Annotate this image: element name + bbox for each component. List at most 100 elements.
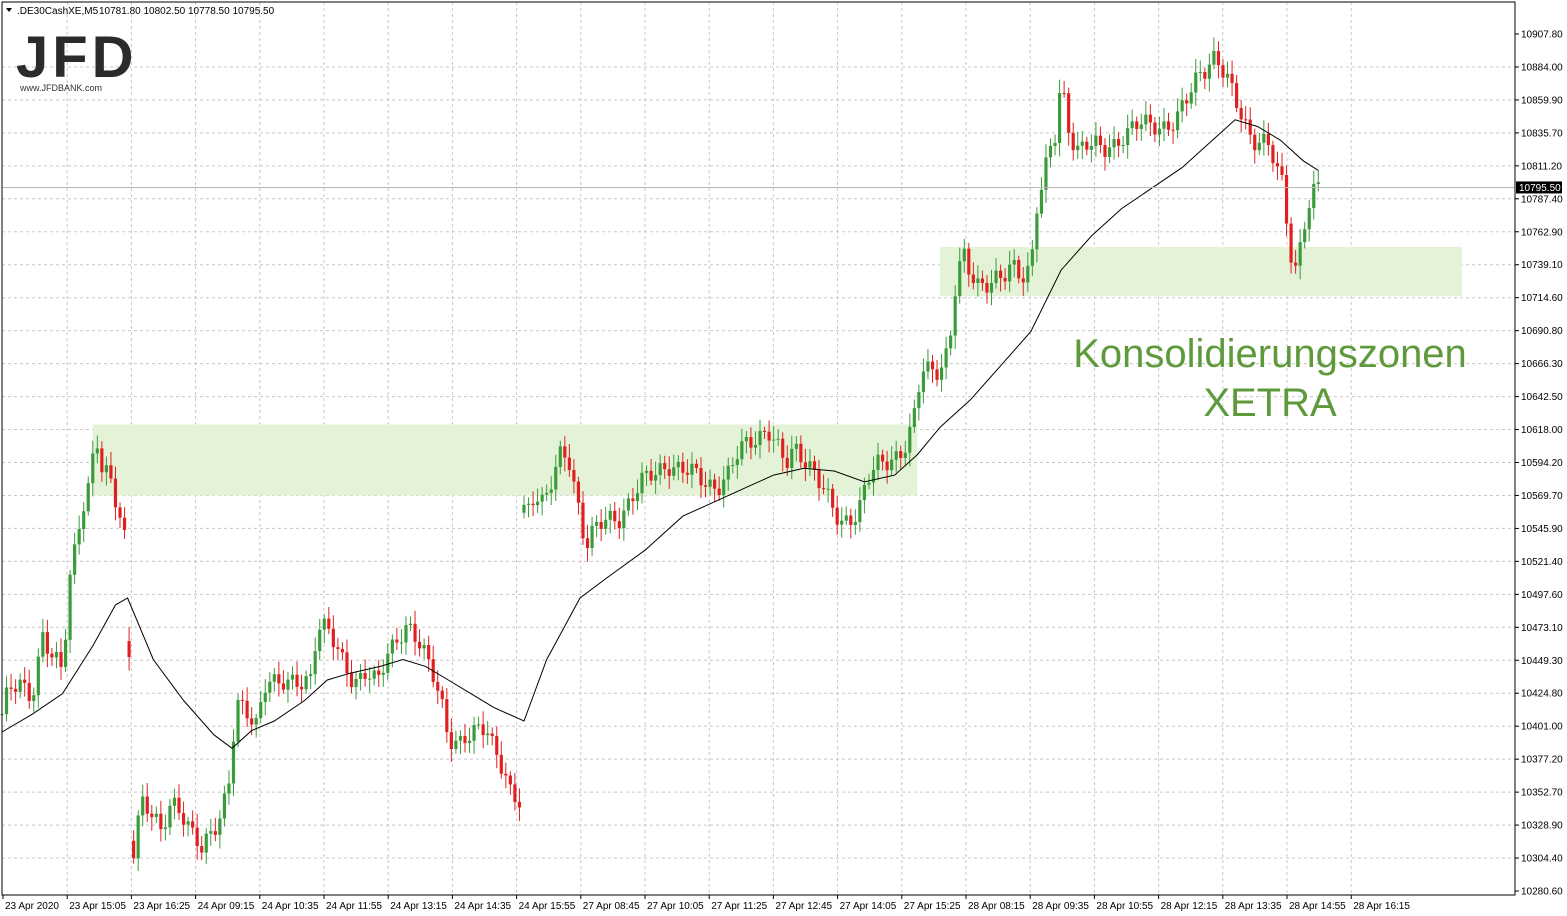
candle — [1289, 217, 1293, 274]
candle — [390, 634, 394, 668]
time-axis: 23 Apr 2020 23 Apr 15:05 23 Apr 16:25 24 Ap… — [2, 895, 1410, 912]
candle — [613, 502, 617, 530]
candle — [885, 450, 889, 484]
x-tick-label: 24 Apr 14:35 — [454, 901, 511, 912]
candle — [41, 618, 45, 663]
candle — [599, 509, 603, 542]
candle — [831, 483, 835, 517]
candle — [304, 670, 308, 694]
candle — [1026, 252, 1030, 292]
candle — [172, 788, 177, 820]
candle — [812, 455, 817, 481]
candle — [1280, 152, 1284, 181]
x-tick-label: 24 Apr 13:15 — [390, 901, 447, 912]
y-tick-label: 10714.60 — [1521, 293, 1563, 304]
candle — [1017, 255, 1021, 284]
candle — [1303, 221, 1307, 249]
candle — [1225, 61, 1230, 88]
y-tick-label: 10787.40 — [1521, 194, 1563, 205]
y-tick-label: 10521.40 — [1521, 557, 1563, 568]
candle — [749, 427, 753, 460]
candle — [976, 265, 980, 297]
y-tick-label: 10739.10 — [1521, 260, 1563, 271]
candle — [290, 666, 295, 690]
candle — [145, 783, 149, 823]
x-tick-label: 28 Apr 16:15 — [1353, 901, 1410, 912]
candle — [994, 258, 998, 289]
candle — [590, 516, 594, 556]
y-tick-label: 10545.90 — [1521, 524, 1563, 535]
candle — [635, 479, 640, 511]
candle — [1035, 207, 1039, 263]
candle — [1235, 74, 1239, 113]
candle — [1071, 122, 1075, 161]
candle — [1180, 87, 1184, 123]
y-tick-label: 10811.20 — [1521, 161, 1562, 172]
candle — [581, 491, 585, 545]
candle — [309, 664, 313, 690]
candle — [104, 456, 108, 486]
candle — [1094, 122, 1098, 157]
candle — [644, 465, 649, 486]
candle — [953, 285, 957, 350]
candle — [545, 484, 549, 501]
candle — [1135, 116, 1139, 141]
candle — [340, 642, 345, 661]
logo-brand: JFD — [16, 25, 138, 90]
candle — [595, 515, 599, 538]
candle — [113, 466, 118, 521]
x-tick-label: 28 Apr 13:35 — [1225, 901, 1282, 912]
candle — [345, 639, 349, 687]
candle — [141, 784, 145, 827]
candle — [536, 488, 540, 514]
candle — [95, 435, 99, 464]
candle — [617, 507, 621, 539]
y-tick-label: 10569.70 — [1521, 491, 1563, 502]
x-tick-label: 27 Apr 11:25 — [711, 901, 767, 912]
candle — [858, 487, 862, 532]
candle — [68, 570, 72, 654]
candle — [1144, 100, 1148, 132]
dropdown-arrow-icon[interactable] — [6, 8, 12, 12]
y-tick-label: 10618.00 — [1521, 425, 1563, 436]
x-tick-label: 27 Apr 15:25 — [904, 901, 961, 912]
candle — [744, 430, 748, 454]
candle — [399, 629, 404, 654]
candle — [191, 810, 195, 835]
candle — [318, 618, 322, 660]
candle — [681, 452, 685, 483]
candle — [513, 773, 517, 811]
candle — [908, 413, 912, 467]
candle — [1194, 58, 1198, 106]
candle — [168, 799, 172, 836]
candle — [1062, 80, 1066, 98]
candle — [758, 419, 762, 459]
candle — [218, 810, 222, 849]
candle — [971, 262, 975, 290]
candle — [926, 348, 930, 380]
x-tick-label: 23 Apr 2020 — [5, 901, 59, 912]
candle — [1044, 144, 1048, 204]
candle — [685, 459, 689, 484]
candle — [381, 659, 385, 687]
candle — [985, 275, 989, 304]
candle — [1171, 122, 1175, 144]
candle — [917, 384, 921, 421]
candle — [844, 506, 848, 526]
price-label: 10795.50 — [1516, 181, 1562, 194]
candle — [958, 247, 962, 304]
candle — [1103, 138, 1107, 171]
candle — [1271, 140, 1275, 172]
candle — [45, 619, 49, 668]
candle — [9, 673, 13, 701]
candle — [726, 457, 730, 491]
candle — [91, 440, 95, 497]
candle — [408, 616, 413, 632]
candle — [313, 637, 317, 685]
x-tick-label: 28 Apr 14:55 — [1289, 901, 1346, 912]
symbol-label: .DE30CashXE,M5 — [17, 6, 99, 17]
y-tick-label: 10690.80 — [1521, 326, 1563, 337]
logo-url: www.JFDBANK.com — [19, 83, 102, 93]
candle — [458, 730, 463, 755]
